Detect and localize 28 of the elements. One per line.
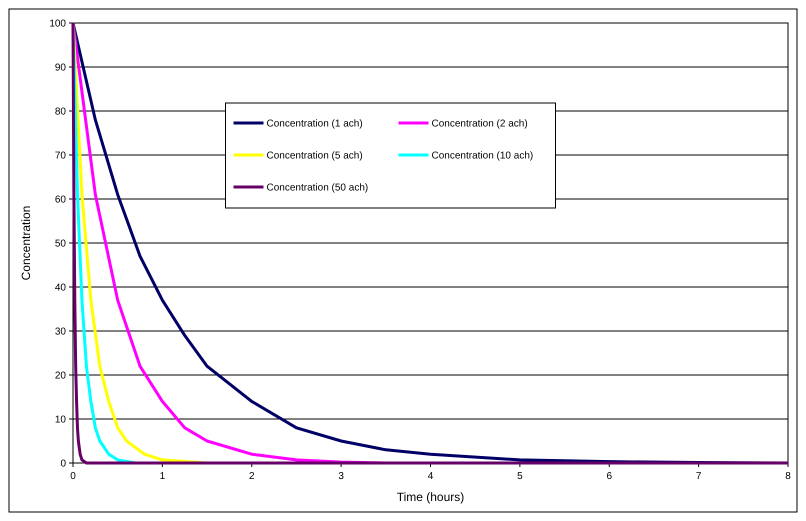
y-tick-label: 0 [60,458,66,470]
y-tick-label: 20 [54,370,66,382]
x-tick-label: 6 [606,471,612,482]
y-tick-label: 100 [49,18,66,30]
x-tick-label: 3 [338,471,344,482]
legend-label: Concentration (1 ach) [266,118,363,130]
legend-label: Concentration (2 ach) [432,118,528,130]
legend-label: Concentration (50 ach) [266,182,368,194]
y-tick-label: 90 [54,62,66,74]
y-tick-label: 10 [54,414,66,426]
x-tick-label: 4 [428,471,434,482]
x-axis-title: Time (hours) [396,490,464,504]
x-tick-label: 0 [70,471,76,482]
y-tick-label: 50 [54,238,66,250]
legend-label: Concentration (5 ach) [266,150,363,162]
legend-label: Concentration (10 ach) [432,150,534,162]
x-tick-label: 5 [517,471,524,482]
y-tick-label: 70 [54,150,66,162]
x-tick-label: 1 [160,471,166,482]
y-axis-title: Concentration [19,206,33,280]
x-tick-label: 2 [248,471,255,482]
y-tick-label: 80 [54,106,66,118]
line-series [72,22,790,464]
y-tick-label: 60 [54,194,66,206]
x-tick-label: 8 [785,471,792,482]
y-tick-label: 30 [54,326,66,338]
x-tick-label: 7 [696,471,702,482]
y-tick-label: 40 [54,282,66,294]
